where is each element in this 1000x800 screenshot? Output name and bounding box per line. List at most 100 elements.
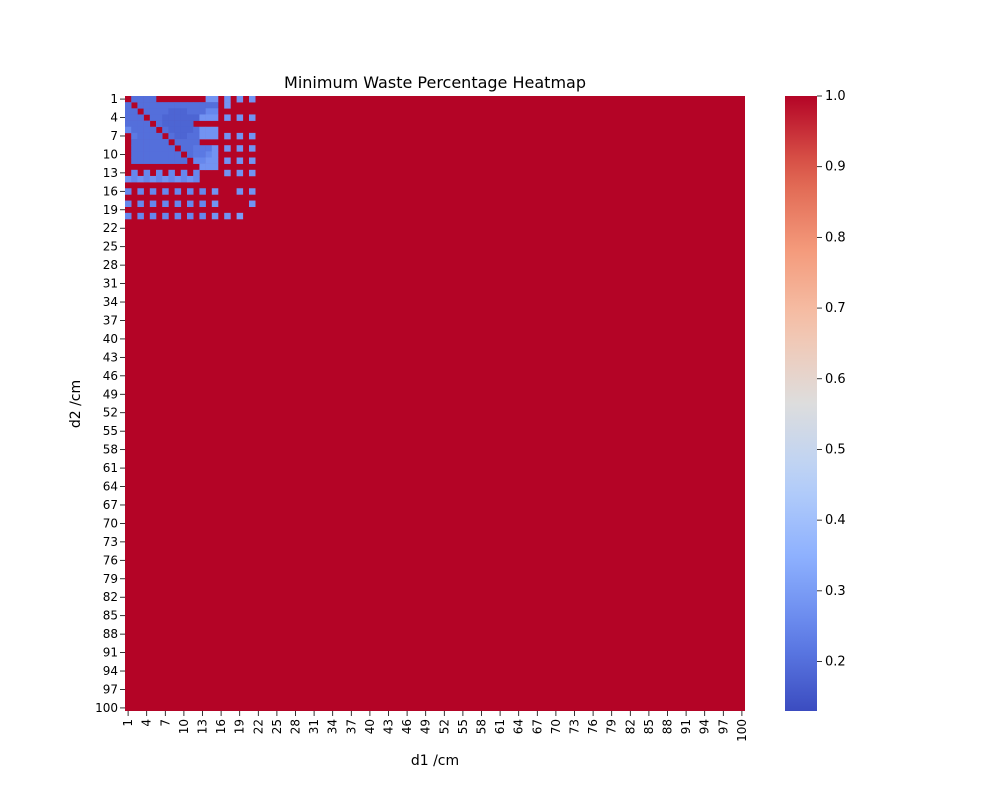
colorbar-tick-label: 1.0 <box>825 89 846 104</box>
heatmap-cell <box>149 139 157 146</box>
heatmap-cell <box>180 139 188 146</box>
heatmap-cell <box>137 200 144 207</box>
heatmap-cell <box>193 157 200 164</box>
colorbar-tick-label: 0.6 <box>825 372 846 387</box>
heatmap-cell <box>199 132 206 140</box>
heatmap-cell <box>162 145 169 152</box>
heatmap-cell <box>249 96 256 103</box>
x-tick-label: 10 <box>177 719 191 734</box>
heatmap-cell <box>131 114 138 121</box>
heatmap-cell <box>187 114 194 121</box>
heatmap-cell <box>187 126 194 134</box>
heatmap-cell <box>168 132 175 140</box>
heatmap-cell <box>205 114 213 121</box>
y-axis-ticks: 1 4 7 10 13 16 19 22 25 28 31 34 37 40 43 46 49 52 55 58 61 6… <box>95 92 125 715</box>
heatmap-cell <box>205 132 213 140</box>
heatmap-cell <box>149 145 157 152</box>
heatmap-cell <box>224 169 231 177</box>
heatmap-cell <box>174 108 182 115</box>
y-tick-label: 49 <box>103 387 118 401</box>
x-tick-label: 55 <box>456 719 470 734</box>
y-tick-label: 88 <box>103 627 118 641</box>
heatmap-cell <box>168 157 175 164</box>
x-tick-label: 76 <box>586 719 600 734</box>
heatmap-cell <box>149 132 157 140</box>
heatmap-cell <box>211 126 219 134</box>
heatmap-cell <box>168 151 175 158</box>
heatmap-cell <box>187 145 194 152</box>
colorbar-tick-label: 0.4 <box>825 513 846 528</box>
heatmap-cell <box>236 96 244 103</box>
heatmap-cell <box>249 169 256 177</box>
heatmap-cell <box>236 114 244 121</box>
heatmap-cell <box>180 157 188 164</box>
heatmap-cell <box>125 200 132 207</box>
heatmap-cell <box>131 108 138 115</box>
heatmap-cell <box>156 132 163 140</box>
y-axis-label: d2 /cm <box>68 380 84 428</box>
y-tick-label: 100 <box>95 701 118 715</box>
heatmap-cell <box>211 132 219 140</box>
heatmap-cell <box>149 102 157 109</box>
heatmap-cell <box>199 145 206 152</box>
heatmap-cell <box>156 145 163 152</box>
heatmap-cell <box>193 126 200 134</box>
heatmap-cell <box>236 169 244 177</box>
x-tick-label: 100 <box>735 719 749 742</box>
heatmap-cell <box>211 157 219 164</box>
y-tick-label: 46 <box>103 369 118 383</box>
chart-title: Minimum Waste Percentage Heatmap <box>284 73 586 92</box>
heatmap-cell <box>224 96 231 103</box>
heatmap-cell <box>249 114 256 121</box>
heatmap-cell <box>174 188 182 195</box>
colorbar-tick-label: 0.3 <box>825 584 846 599</box>
heatmap-cell <box>205 108 213 115</box>
x-tick-label: 37 <box>344 719 358 734</box>
heatmap-cell <box>125 188 132 195</box>
heatmap-cell <box>249 145 256 152</box>
heatmap-cell <box>211 145 219 152</box>
heatmap-cell <box>143 108 151 115</box>
heatmap-cell <box>156 157 163 164</box>
heatmap-cell <box>180 169 188 177</box>
heatmap-cell <box>187 175 194 183</box>
heatmap-cell <box>156 120 163 128</box>
heatmap-cell <box>249 157 256 164</box>
heatmap-cell <box>180 108 188 115</box>
x-tick-label: 88 <box>661 719 675 734</box>
heatmap-cell <box>199 108 206 115</box>
y-tick-label: 85 <box>103 609 118 623</box>
heatmap-cell <box>187 120 194 128</box>
y-tick-label: 73 <box>103 535 118 549</box>
heatmap-cell <box>180 120 188 128</box>
heatmap-cell <box>143 151 151 158</box>
heatmap-cell <box>180 126 188 134</box>
heatmap-cell <box>224 157 231 164</box>
heatmap-cell <box>137 132 144 140</box>
x-tick-label: 70 <box>549 719 563 734</box>
heatmap-cell <box>193 169 200 177</box>
y-tick-label: 94 <box>103 664 118 678</box>
heatmap-cell <box>131 157 138 164</box>
x-tick-label: 28 <box>289 719 303 734</box>
y-tick-label: 79 <box>103 572 118 586</box>
x-tick-label: 49 <box>419 719 433 734</box>
x-tick-label: 25 <box>270 719 284 734</box>
heatmap-cell <box>162 157 169 164</box>
heatmap-cell <box>137 145 144 152</box>
heatmap-cell <box>187 102 194 109</box>
heatmap-cell <box>168 145 175 152</box>
heatmap-cell <box>211 200 219 207</box>
heatmap-cell <box>149 126 157 134</box>
heatmap-cell <box>131 96 138 103</box>
heatmap-cell <box>143 145 151 152</box>
heatmap-cell <box>156 169 163 177</box>
x-tick-label: 22 <box>251 719 265 734</box>
heatmap-cell <box>199 126 206 134</box>
heatmap-cell <box>149 212 157 220</box>
y-tick-label: 28 <box>103 258 118 272</box>
y-tick-label: 64 <box>103 480 118 494</box>
heatmap-cell <box>180 175 188 183</box>
heatmap-cell <box>131 120 138 128</box>
heatmap-cell <box>199 102 206 109</box>
